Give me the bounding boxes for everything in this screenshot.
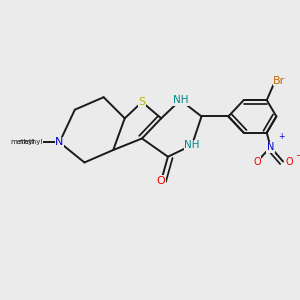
Text: Br: Br xyxy=(273,76,285,86)
Text: O: O xyxy=(285,157,292,166)
Text: O: O xyxy=(253,157,261,166)
Text: methyl: methyl xyxy=(10,139,34,145)
Text: S: S xyxy=(138,97,146,107)
Text: methyl: methyl xyxy=(19,139,43,145)
Text: NH: NH xyxy=(172,95,188,105)
Text: N: N xyxy=(267,142,274,152)
Text: O: O xyxy=(157,176,166,186)
Text: N: N xyxy=(55,137,64,147)
Text: +: + xyxy=(278,132,285,141)
Text: NH: NH xyxy=(184,140,200,150)
Text: −: − xyxy=(295,151,300,160)
